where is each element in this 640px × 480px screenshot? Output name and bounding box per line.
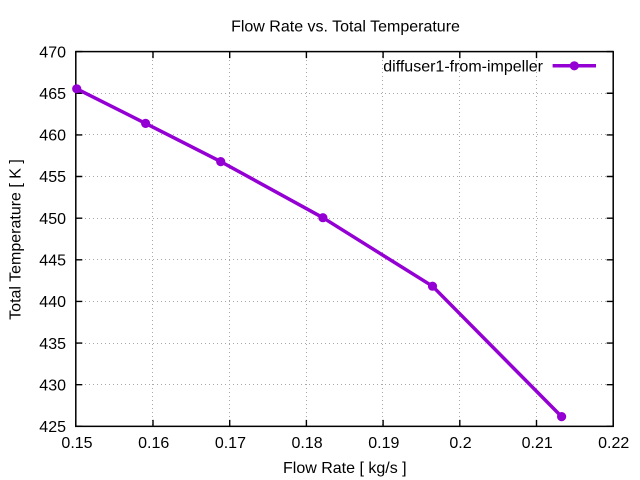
svg-text:0.16: 0.16	[138, 435, 169, 452]
svg-text:445: 445	[39, 253, 66, 270]
svg-text:460: 460	[39, 128, 66, 145]
svg-text:0.2: 0.2	[449, 435, 471, 452]
svg-text:0.22: 0.22	[598, 435, 629, 452]
svg-text:470: 470	[39, 44, 66, 61]
svg-text:430: 430	[39, 377, 66, 394]
svg-text:Total Temperature [ K ]: Total Temperature [ K ]	[8, 159, 25, 320]
svg-text:465: 465	[39, 86, 66, 103]
svg-text:435: 435	[39, 336, 66, 353]
svg-text:diffuser1-from-impeller: diffuser1-from-impeller	[383, 59, 543, 76]
svg-text:440: 440	[39, 294, 66, 311]
svg-text:0.18: 0.18	[292, 435, 323, 452]
svg-text:0.19: 0.19	[368, 435, 399, 452]
svg-text:425: 425	[39, 419, 66, 436]
svg-text:Flow Rate [ kg/s ]: Flow Rate [ kg/s ]	[283, 460, 407, 477]
svg-text:0.17: 0.17	[215, 435, 246, 452]
svg-text:455: 455	[39, 169, 66, 186]
svg-text:450: 450	[39, 211, 66, 228]
svg-text:Flow Rate vs. Total Temperatur: Flow Rate vs. Total Temperature	[231, 19, 460, 36]
svg-text:0.21: 0.21	[522, 435, 553, 452]
svg-text:0.15: 0.15	[61, 435, 92, 452]
